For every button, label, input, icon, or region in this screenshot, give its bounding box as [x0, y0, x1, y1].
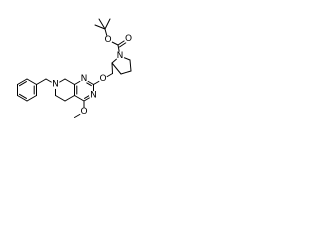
atom-label: O: [104, 35, 111, 45]
atom-label: N: [81, 74, 88, 84]
atom-label: O: [99, 74, 106, 84]
molecule: O O N O N N O N: [17, 18, 133, 118]
atom-label: O: [80, 107, 87, 117]
bonds: [17, 18, 132, 118]
atom-labels: O O N O N N O N: [51, 34, 133, 117]
atom-label: O: [125, 34, 132, 44]
atom-label: N: [52, 80, 59, 90]
atom-label: N: [117, 51, 124, 61]
atom-label: N: [90, 91, 97, 101]
